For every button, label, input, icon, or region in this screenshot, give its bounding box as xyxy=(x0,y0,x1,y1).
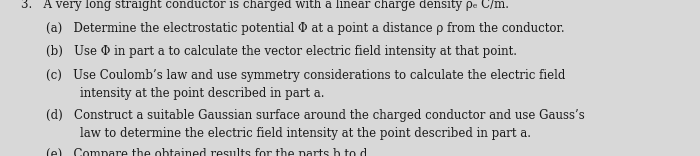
Text: intensity at the point described in part a.: intensity at the point described in part… xyxy=(80,87,325,100)
Text: 3.   A very long straight conductor is charged with a linear charge density ρₑ C: 3. A very long straight conductor is cha… xyxy=(21,0,509,11)
Text: (a)   Determine the electrostatic potential Φ at a point a distance ρ from the c: (a) Determine the electrostatic potentia… xyxy=(46,22,564,35)
Text: (e)   Compare the obtained results for the parts b to d.: (e) Compare the obtained results for the… xyxy=(46,149,370,156)
Text: law to determine the electric field intensity at the point described in part a.: law to determine the electric field inte… xyxy=(80,127,531,140)
Text: (c)   Use Coulomb’s law and use symmetry considerations to calculate the electri: (c) Use Coulomb’s law and use symmetry c… xyxy=(46,69,565,82)
Text: (d)   Construct a suitable Gaussian surface around the charged conductor and use: (d) Construct a suitable Gaussian surfac… xyxy=(46,109,584,122)
Text: (b)   Use Φ in part a to calculate the vector electric field intensity at that p: (b) Use Φ in part a to calculate the vec… xyxy=(46,46,517,58)
